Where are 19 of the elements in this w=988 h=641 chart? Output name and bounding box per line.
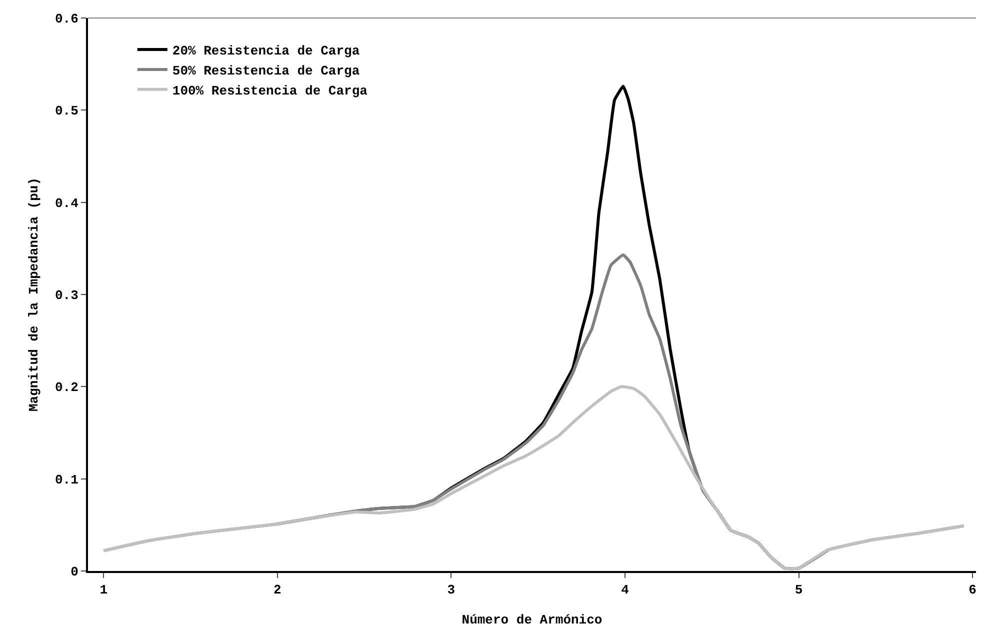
y-tick-label: 0.1 — [54, 472, 79, 488]
x-tick-label: 2 — [274, 582, 282, 598]
x-tick-label: 6 — [968, 582, 977, 598]
y-tick-label: 0.6 — [54, 12, 79, 27]
y-axis-title: Magnitud de la Impedancia (pu) — [26, 177, 42, 412]
y-tick-label: 0.4 — [54, 196, 79, 211]
x-tick-label: 3 — [447, 582, 456, 598]
x-tick-label: 1 — [100, 582, 108, 598]
legend-label: 20% Resistencia de Carga — [172, 44, 360, 59]
y-tick-label: 0 — [70, 564, 79, 580]
line-series — [102, 385, 966, 570]
x-tick-label: 5 — [794, 582, 803, 598]
y-tick-label: 0.2 — [54, 380, 79, 396]
x-axis-title: Número de Armónico — [462, 612, 602, 628]
x-tick-label: 4 — [621, 582, 630, 598]
legend-label: 50% Resistencia de Carga — [172, 64, 360, 79]
legend-label: 100% Resistencia de Carga — [172, 83, 368, 98]
y-tick-label: 0.5 — [54, 104, 79, 119]
y-tick-label: 0.3 — [54, 288, 79, 304]
